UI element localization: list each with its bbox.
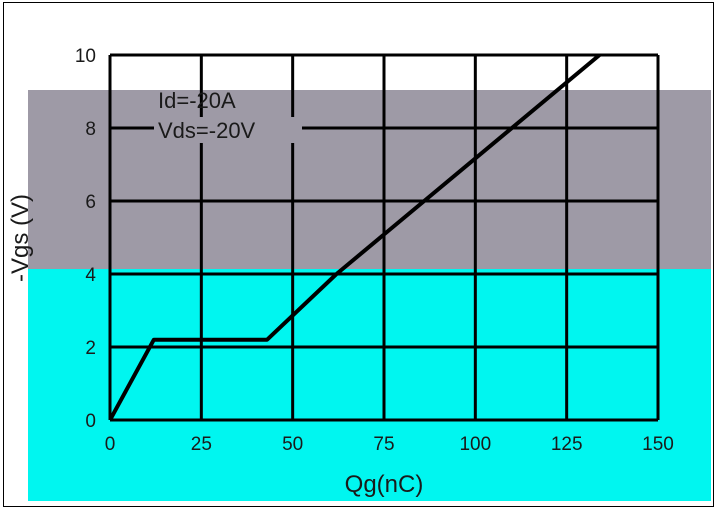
figure-frame [3, 2, 714, 507]
x-tick-label: 0 [105, 434, 116, 455]
annotation-vds-bg [154, 117, 302, 143]
y-tick-label: 4 [85, 265, 96, 286]
x-tick-label: 75 [373, 434, 394, 455]
grid [108, 53, 660, 422]
y-axis-label: -Vgs (V) [7, 194, 34, 282]
x-tick-label: 50 [282, 434, 303, 455]
x-axis-label: Qg(nC) [345, 471, 424, 498]
x-tick-label: 100 [459, 434, 491, 455]
y-tick-label: 0 [85, 411, 96, 432]
y-tick-label: 8 [85, 119, 96, 140]
series-line [110, 55, 601, 421]
tick-labels: 0 25 50 75 100 125 150 0 2 4 6 8 10 [75, 46, 674, 455]
x-tick-label: 125 [551, 434, 583, 455]
x-tick-label: 25 [191, 434, 212, 455]
lower-band [28, 269, 711, 501]
y-tick-label: 10 [75, 46, 96, 67]
upper-band [28, 90, 711, 269]
annotation-vds: Vds=-20V [158, 118, 256, 143]
series-layer [110, 55, 601, 421]
y-tick-label: 6 [85, 192, 96, 213]
x-tick-label: 150 [642, 434, 674, 455]
y-tick-label: 2 [85, 338, 96, 359]
annotation-id: Id=-20A [158, 88, 236, 113]
